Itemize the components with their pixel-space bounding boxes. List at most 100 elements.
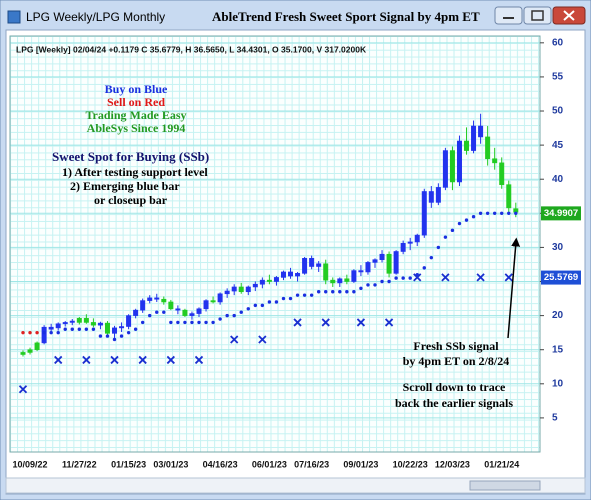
annotation: AbleSys Since 1994 xyxy=(87,121,186,135)
candle-body xyxy=(365,262,371,273)
candle-body xyxy=(161,298,167,303)
stop-dot xyxy=(324,290,328,294)
stop-dot xyxy=(211,320,215,325)
stop-dot xyxy=(401,276,405,280)
candle-body xyxy=(478,125,484,138)
stop-dot xyxy=(331,290,335,294)
candle-body xyxy=(358,270,364,273)
candle-body xyxy=(252,283,258,288)
candle-body xyxy=(104,322,110,334)
y-tick-label: 55 xyxy=(552,72,564,83)
stop-dot xyxy=(507,211,511,216)
stop-dot xyxy=(352,290,356,294)
candle-body xyxy=(506,184,512,209)
stop-dot xyxy=(281,296,286,301)
stop-dot xyxy=(169,320,173,325)
candle-body xyxy=(302,258,308,274)
candle-body xyxy=(112,327,118,334)
minimize-button[interactable] xyxy=(494,6,523,25)
candle-body xyxy=(414,234,420,243)
annotation: 1) After testing support level xyxy=(62,165,208,179)
candle-body xyxy=(407,241,413,244)
candle-body xyxy=(189,313,195,316)
candle-body xyxy=(140,300,146,311)
x-tick-label: 12/03/23 xyxy=(435,459,470,469)
stop-dot xyxy=(42,330,46,335)
candle-body xyxy=(471,125,477,151)
stop-dot xyxy=(316,290,321,294)
candle-body xyxy=(90,322,96,326)
y-tick-label: 30 xyxy=(552,242,564,253)
candle-body xyxy=(337,278,343,284)
x-tick-label: 07/16/23 xyxy=(294,459,329,469)
stop-dot xyxy=(359,286,363,291)
x-tick-label: 09/01/23 xyxy=(343,459,378,469)
candle-body xyxy=(83,318,89,323)
plot-border xyxy=(9,35,541,453)
stop-dot xyxy=(436,245,441,250)
candle-body xyxy=(344,278,350,282)
stop-dot xyxy=(450,228,455,233)
x-tick-label: 10/09/22 xyxy=(13,459,48,469)
stop-dot xyxy=(302,293,307,297)
candle-body xyxy=(351,270,357,282)
signal-x xyxy=(138,355,147,365)
candle-body xyxy=(266,279,272,282)
stop-dot xyxy=(478,211,483,216)
y-tick-label: 60 xyxy=(552,37,564,48)
candle-body xyxy=(492,158,498,164)
candle-body xyxy=(154,297,160,300)
info-line: LPG [Weekly] 02/04/24 +0.1179 C 35.6779,… xyxy=(16,44,367,54)
price-marker xyxy=(541,270,581,285)
stop-dot xyxy=(140,320,145,325)
candle-body xyxy=(196,308,202,314)
signal-x xyxy=(321,318,330,327)
stop-dot xyxy=(471,215,476,219)
stop-dot xyxy=(28,330,32,335)
marks xyxy=(18,113,519,394)
maximize-glyph xyxy=(531,10,544,21)
stop-dot xyxy=(288,296,293,301)
candle-body xyxy=(20,352,26,355)
stop-dot xyxy=(295,293,300,297)
candle-body xyxy=(273,277,279,282)
x-tick-label: 10/22/23 xyxy=(393,459,428,469)
stop-dot xyxy=(464,218,469,222)
stop-dot xyxy=(21,330,25,335)
stop-dot xyxy=(309,293,314,297)
stop-dot xyxy=(218,317,222,321)
candle-body xyxy=(76,318,82,323)
candle-body xyxy=(316,263,322,267)
y-tick-label: 20 xyxy=(552,310,564,321)
scroll-thumb[interactable] xyxy=(469,480,541,491)
candle-body xyxy=(386,253,392,274)
y-tick-label: 10 xyxy=(552,378,564,389)
candle-body xyxy=(203,300,209,310)
app-icon xyxy=(7,10,21,24)
maximize-button[interactable] xyxy=(523,6,552,25)
stop-dot xyxy=(246,307,250,311)
candle-body xyxy=(393,251,399,274)
stop-dot xyxy=(260,303,265,308)
stop-dot xyxy=(56,330,60,335)
stop-dot xyxy=(274,300,279,304)
candle-body xyxy=(224,290,230,295)
signal-x xyxy=(54,355,63,365)
signal-x xyxy=(194,355,204,365)
y-tick-label: 5 xyxy=(552,413,558,424)
stop-dot xyxy=(133,327,138,331)
stop-dot xyxy=(197,320,201,325)
annotation: back the earlier signals xyxy=(395,396,513,410)
stop-dot xyxy=(443,235,448,239)
stop-dot xyxy=(492,211,497,216)
candle-body xyxy=(464,140,470,151)
candle-body xyxy=(309,258,315,267)
candle-body xyxy=(428,191,434,203)
candle-body xyxy=(147,297,153,301)
candle-body xyxy=(55,323,61,329)
grid xyxy=(10,42,540,419)
candle-body xyxy=(288,271,294,277)
y-tick-label: 40 xyxy=(552,174,564,185)
stop-dot xyxy=(63,327,67,331)
